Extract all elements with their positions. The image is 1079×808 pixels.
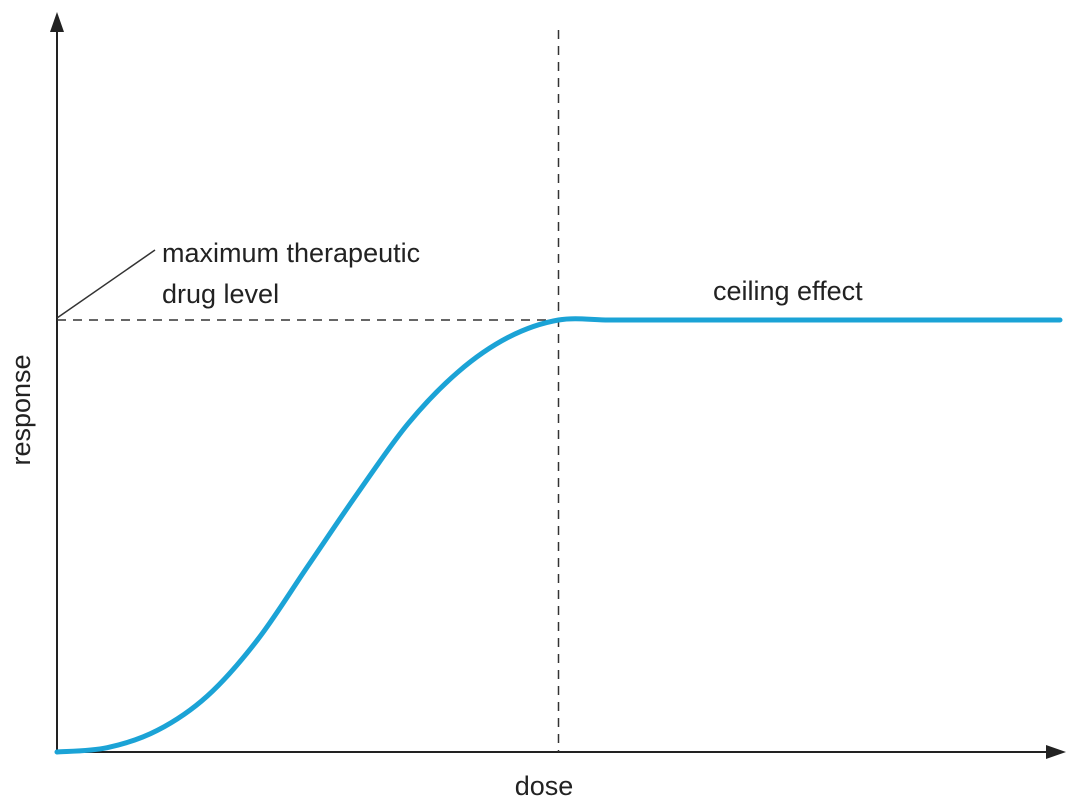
max-level-leader-line — [56, 249, 156, 319]
y-axis-arrowhead — [50, 12, 64, 32]
max-level-label-line1: maximum therapeutic — [162, 238, 420, 268]
y-axis-label: response — [6, 354, 36, 465]
max-level-label-line2: drug level — [162, 279, 279, 309]
x-axis-arrowhead — [1046, 745, 1066, 759]
dose-response-curve — [54, 316, 1063, 755]
x-axis-label: dose — [515, 771, 574, 801]
ceiling-effect-label: ceiling effect — [713, 276, 863, 306]
